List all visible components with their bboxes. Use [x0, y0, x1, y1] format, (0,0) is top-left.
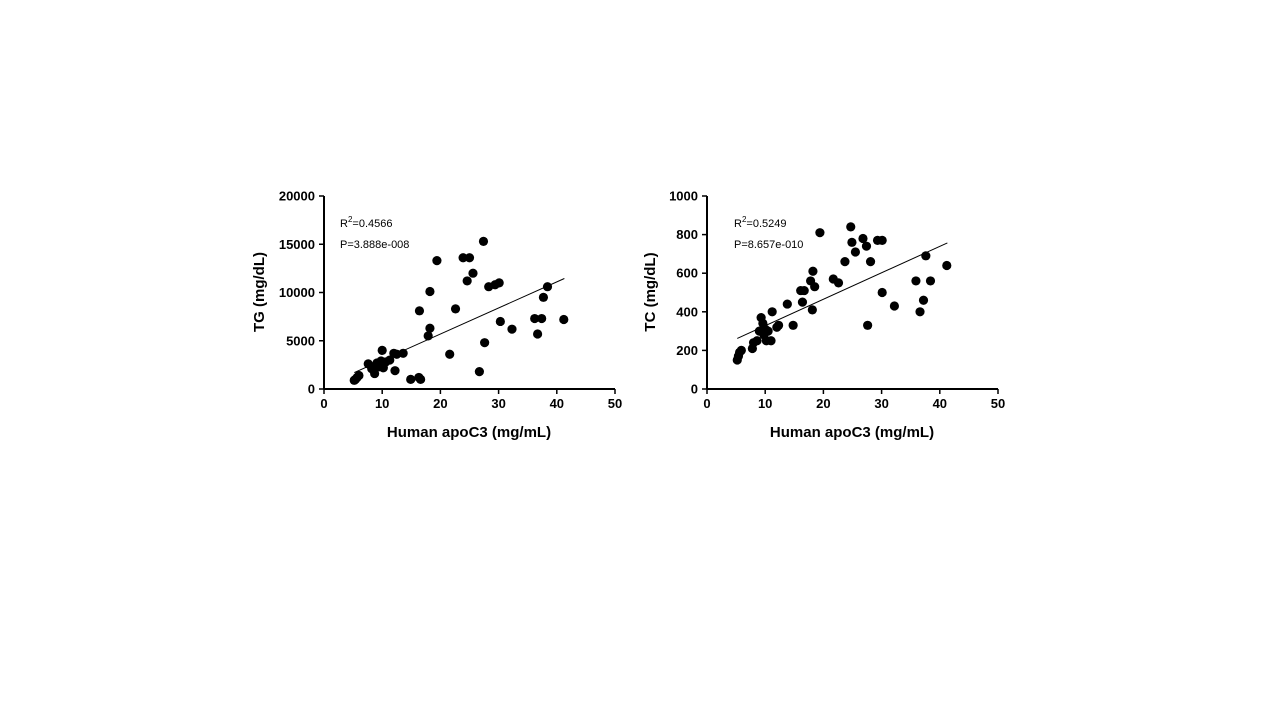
tg-data-point	[385, 355, 395, 365]
tc-y-tick-label: 400	[676, 304, 698, 319]
tc-data-point	[846, 222, 856, 232]
tg-x-tick-label: 10	[375, 396, 389, 411]
tc-data-point	[847, 237, 857, 247]
tg-y-tick-label: 5000	[286, 333, 315, 348]
tc-data-point	[942, 260, 952, 271]
tg-x-tick-label: 30	[491, 396, 505, 411]
tc-data-point	[858, 233, 868, 244]
tg-scatter-panel: R2=0.4566 P=3.888e-008 Human apoC3 (mg/m…	[251, 189, 622, 442]
tc-y-tick-label: 600	[676, 266, 698, 281]
tc-data-point	[877, 287, 887, 298]
tg-data-point	[432, 256, 442, 266]
tc-data-point	[863, 320, 873, 330]
tg-x-tick-label: 0	[320, 396, 327, 411]
tg-data-point	[462, 276, 472, 286]
tg-data-point	[423, 331, 433, 341]
tg-y-tick-label: 0	[308, 382, 315, 397]
tc-x-tick-label: 0	[703, 396, 710, 411]
tc-data-point	[788, 320, 798, 330]
tg-y-tick-label: 20000	[279, 189, 315, 204]
tc-data-point	[850, 247, 861, 257]
tg-data-point	[494, 278, 504, 288]
tc-y-tick-label: 1000	[669, 189, 698, 204]
tc-data-point	[766, 336, 776, 346]
tg-data-point	[530, 313, 540, 324]
tc-data-point	[840, 257, 850, 267]
tg-data-point	[532, 329, 543, 339]
tg-data-point	[559, 314, 569, 325]
tc-data-point	[810, 282, 820, 292]
tg-p-value-label: P=3.888e-008	[340, 239, 409, 251]
tc-y-axis-title: TC (mg/dL)	[642, 252, 659, 331]
tg-data-point	[464, 253, 475, 263]
tc-data-point	[773, 320, 784, 330]
tg-data-point	[480, 338, 490, 348]
tg-data-point	[537, 313, 547, 324]
tg-x-tick-label: 50	[608, 396, 622, 411]
tc-y-tick-label: 200	[676, 343, 698, 358]
tc-r2-label: R2=0.5249	[734, 215, 786, 230]
tg-data-point	[507, 324, 517, 334]
tg-x-tick-label: 20	[433, 396, 447, 411]
tg-data-point	[406, 374, 416, 384]
tc-data-point	[782, 299, 792, 309]
tc-x-tick-label: 20	[816, 396, 830, 411]
tg-data-point	[354, 370, 364, 381]
tg-x-axis-title: Human apoC3 (mg/mL)	[387, 424, 551, 441]
tc-p-value-label: P=8.657e-010	[734, 239, 803, 251]
tc-x-axis-title: Human apoC3 (mg/mL)	[770, 424, 934, 441]
tg-y-tick-label: 10000	[279, 285, 315, 300]
tg-data-point	[450, 304, 461, 314]
tg-data-point	[474, 367, 484, 377]
tg-data-point	[478, 236, 489, 246]
tc-data-point	[807, 305, 817, 315]
tc-data-point	[815, 228, 825, 238]
tc-data-point	[865, 257, 876, 267]
tc-data-point	[799, 285, 809, 296]
tg-data-point	[458, 253, 468, 263]
tc-y-tick-label: 0	[691, 382, 698, 397]
tc-data-point	[889, 301, 900, 311]
tc-data-point	[797, 297, 808, 307]
tc-y-tick-label: 800	[676, 227, 698, 242]
tg-r2-label: R2=0.4566	[340, 215, 392, 230]
tc-data-point	[921, 251, 931, 261]
tc-data-point	[915, 307, 925, 317]
tg-y-tick-label: 15000	[279, 237, 315, 252]
tg-data-point	[445, 349, 455, 359]
tc-data-point	[918, 295, 929, 305]
tg-data-point	[538, 292, 549, 302]
tc-data-point	[767, 307, 777, 317]
tc-scatter-panel: R2=0.5249 P=8.657e-010 Human apoC3 (mg/m…	[642, 189, 1005, 442]
tc-data-point	[736, 345, 746, 355]
tg-data-point	[377, 345, 387, 355]
tc-x-tick-label: 10	[758, 396, 772, 411]
tg-data-point	[370, 368, 380, 379]
tg-y-axis-title: TG (mg/dL)	[251, 252, 268, 332]
tg-data-point	[425, 323, 435, 333]
tc-data-point	[808, 266, 818, 276]
tc-data-point	[752, 336, 762, 346]
tc-data-point	[925, 276, 936, 286]
tg-x-tick-label: 40	[550, 396, 564, 411]
tg-data-point	[495, 316, 505, 327]
tc-data-point	[877, 235, 887, 245]
tc-x-tick-label: 30	[874, 396, 888, 411]
tg-data-point	[390, 366, 400, 376]
tc-data-point	[833, 278, 844, 288]
tg-data-point	[414, 306, 425, 316]
tc-x-tick-label: 50	[991, 396, 1005, 411]
tc-data-point	[763, 326, 773, 336]
tc-data-point	[911, 276, 921, 286]
tc-data-point	[861, 241, 872, 251]
tg-data-point	[416, 374, 426, 384]
tg-data-point	[542, 282, 553, 292]
tc-x-tick-label: 40	[933, 396, 947, 411]
tg-data-point	[398, 348, 408, 358]
tg-data-point	[425, 286, 435, 297]
tc-regression-line	[737, 242, 948, 339]
tg-data-point	[468, 268, 478, 278]
